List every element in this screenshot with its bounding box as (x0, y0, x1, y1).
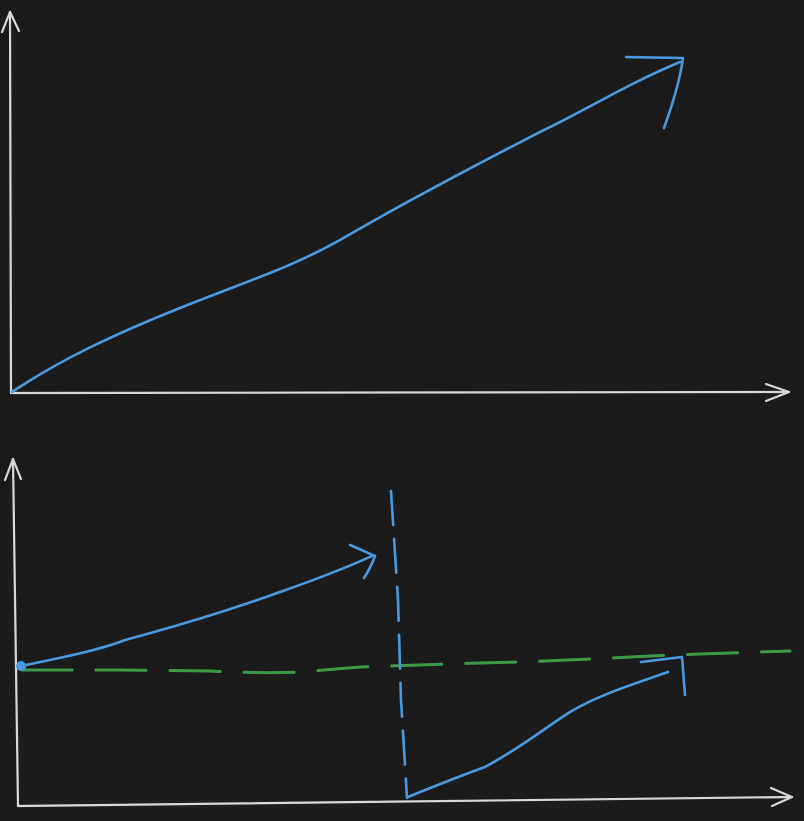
top-x-axis (9, 390, 791, 395)
bottom-x-axis (16, 795, 794, 808)
first-rising-curve (19, 554, 374, 668)
top-rising-curve (10, 60, 682, 394)
bottom-figure (3, 457, 794, 808)
second-curve-arrowhead (639, 655, 687, 697)
top-y-axis (8, 10, 13, 395)
bottom-y-axis (11, 457, 20, 808)
bottom-y-axis-arrowhead (3, 457, 23, 482)
first-curve-arrowhead (348, 543, 377, 580)
top-curve-arrowhead (624, 55, 685, 130)
top-x-axis-arrowhead (764, 382, 791, 403)
bottom-x-axis-arrowhead (769, 786, 794, 808)
dashed-vertical-divider (389, 489, 409, 800)
top-y-axis-arrowhead (0, 10, 21, 34)
second-rising-curve (406, 670, 670, 799)
dashed-horizontal-baseline (20, 649, 792, 675)
top-figure (0, 10, 791, 403)
